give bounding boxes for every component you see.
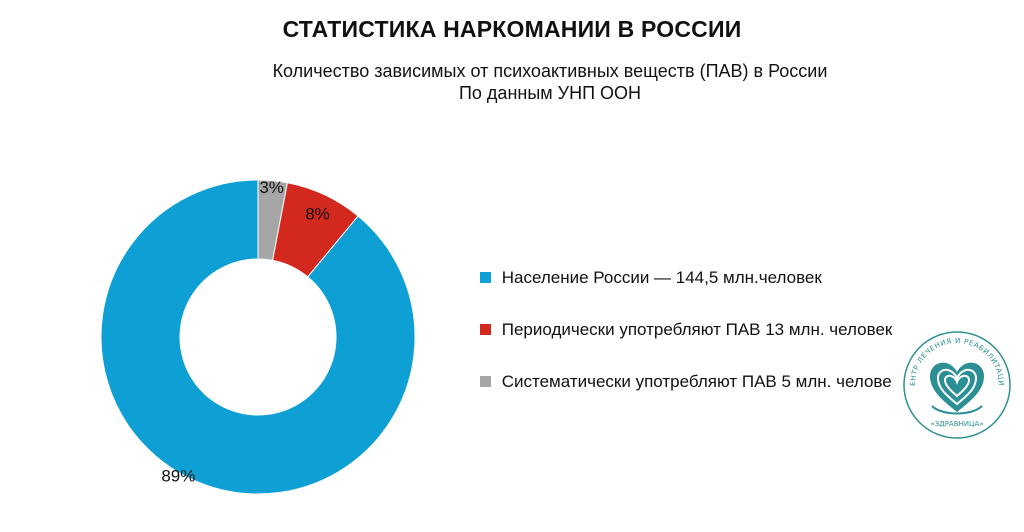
logo-heart-icon bbox=[930, 362, 984, 412]
legend-swatch-periodic bbox=[480, 323, 491, 335]
legend-label-periodic: Периодически употребляют ПАВ 13 млн. чел… bbox=[501, 320, 893, 339]
clinic-logo: ЦЕНТР ЛЕЧЕНИЯ И РЕАБИЛИТАЦИИ «ЗДРАВНИЦА» bbox=[902, 330, 1011, 439]
chart-subtitle: Количество зависимых от психоактивных ве… bbox=[220, 60, 880, 104]
page-title: СТАТИСТИКА НАРКОМАНИИ В РОССИИ bbox=[282, 16, 742, 42]
legend-item-population: Население России — 144,5 млн.человек bbox=[480, 264, 892, 292]
legend-swatch-population bbox=[480, 271, 491, 283]
subtitle-line-2: По данным УНП ООН bbox=[458, 83, 642, 103]
legend-swatch-systematic bbox=[480, 375, 491, 387]
slice-label-1: 8% bbox=[305, 204, 330, 223]
legend-label-systematic: Систематически употребляют ПАВ 5 млн. че… bbox=[501, 372, 892, 391]
legend-label-population: Население России — 144,5 млн.человек bbox=[501, 268, 822, 287]
chart-legend: Население России — 144,5 млн.человек Пер… bbox=[480, 264, 892, 420]
donut-slice-2 bbox=[100, 179, 416, 495]
subtitle-line-1: Количество зависимых от психоактивных ве… bbox=[272, 61, 828, 81]
slice-label-0: 3% bbox=[259, 178, 284, 197]
logo-bottom-text: «ЗДРАВНИЦА» bbox=[930, 420, 983, 428]
donut-chart: 3% 8% 89% bbox=[100, 178, 416, 495]
slice-label-2: 89% bbox=[161, 467, 195, 486]
legend-item-periodic: Периодически употребляют ПАВ 13 млн. чел… bbox=[480, 316, 892, 344]
legend-item-systematic: Систематически употребляют ПАВ 5 млн. че… bbox=[480, 368, 892, 396]
